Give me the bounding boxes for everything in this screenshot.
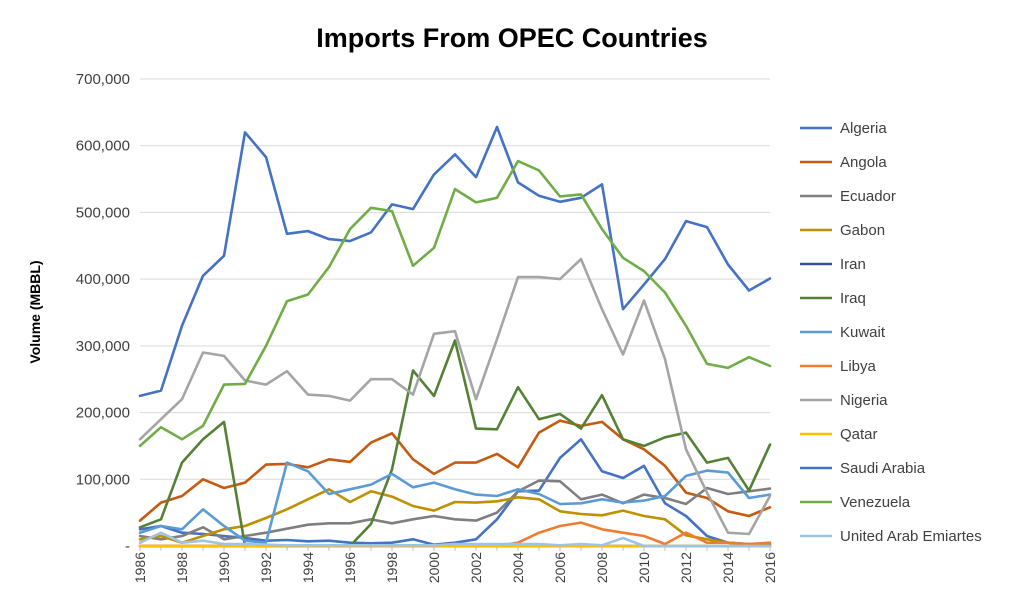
- legend-label-iraq: Iraq: [840, 290, 866, 307]
- legend-label-angola: Angola: [840, 154, 887, 171]
- y-axis-ticks: - 100,000 200,000 300,000 400,000 500,000 600,…: [76, 71, 130, 555]
- y-tick-label: 500,000: [76, 204, 130, 221]
- x-tick-label: 2000: [426, 552, 442, 583]
- x-tick-label: 2006: [552, 552, 568, 583]
- series-line-venezuela: [138, 159, 772, 448]
- x-tick-label: 1986: [132, 552, 148, 583]
- series-line-united-arab-emiartes: [138, 531, 772, 548]
- y-tick-label: -: [125, 538, 130, 555]
- x-tick-label: 1998: [384, 552, 400, 583]
- y-tick-label: 100,000: [76, 471, 130, 488]
- x-tick-label: 2016: [762, 552, 778, 583]
- legend-label-kuwait: Kuwait: [840, 324, 886, 341]
- series-line-saudi-arabia: [138, 125, 772, 398]
- legend-label-ecuador: Ecuador: [840, 188, 896, 205]
- series-line-kuwait: [138, 461, 772, 545]
- y-tick-label: 400,000: [76, 271, 130, 288]
- series-line-ecuador: [138, 479, 772, 541]
- x-tick-label: 2002: [468, 552, 484, 583]
- y-tick-label: 200,000: [76, 405, 130, 422]
- legend-label-venezuela: Venezuela: [840, 494, 911, 511]
- series-line-gabon: [138, 487, 772, 547]
- x-tick-label: 1994: [300, 552, 316, 583]
- legend-label-iran: Iran: [840, 256, 866, 273]
- x-tick-label: 2004: [510, 552, 526, 583]
- x-tick-label: 2008: [594, 552, 610, 583]
- x-tick-label: 1990: [216, 552, 232, 583]
- series-lines: [138, 125, 772, 548]
- x-tick-label: 2010: [636, 552, 652, 583]
- legend-label-united-arab-emiartes: United Arab Emiartes: [840, 528, 982, 545]
- x-tick-label: 1992: [258, 552, 274, 583]
- y-tick-label: 300,000: [76, 338, 130, 355]
- legend-label-saudi-arabia: Saudi Arabia: [840, 460, 926, 477]
- y-axis-label: Volume (MBBL): [27, 260, 43, 363]
- legend-label-algeria: Algeria: [840, 120, 887, 137]
- series-line-angola: [138, 419, 772, 522]
- legend-label-nigeria: Nigeria: [840, 392, 888, 409]
- legend-label-gabon: Gabon: [840, 222, 885, 239]
- x-tick-label: 1988: [174, 552, 190, 583]
- x-axis-ticks: 1986 1988 1990 1992 1994 1996 1998 2000 2002 2004…: [132, 546, 778, 583]
- series-line-nigeria: [138, 257, 772, 536]
- x-tick-label: 2014: [720, 552, 736, 583]
- legend-label-qatar: Qatar: [840, 426, 878, 443]
- legend: Algeria Angola Ecuador Gabon Iran Iraq Kuwait L…: [800, 120, 982, 545]
- legend-label-libya: Libya: [840, 358, 877, 375]
- y-tick-label: 700,000: [76, 71, 130, 88]
- chart-title: Imports From OPEC Countries: [316, 23, 708, 53]
- y-tick-label: 600,000: [76, 138, 130, 155]
- x-tick-label: 2012: [678, 552, 694, 583]
- x-tick-label: 1996: [342, 552, 358, 583]
